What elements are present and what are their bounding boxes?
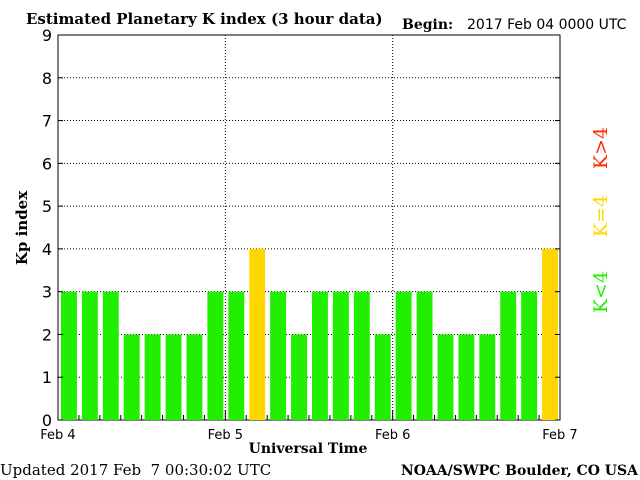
kp-bar [521, 291, 538, 420]
legend-high: K>4 [590, 127, 612, 169]
kp-bar [395, 291, 412, 420]
kp-bar [186, 334, 203, 420]
kp-bar [437, 334, 454, 420]
grid-lines [58, 35, 560, 420]
x-ticks: Feb 4 Feb 5 Feb 6 Feb 7 [40, 410, 578, 443]
y-axis-label: Kp index [13, 190, 31, 265]
kp-bar [123, 334, 140, 420]
kp-bar [81, 291, 98, 420]
y-tick-label: 5 [42, 197, 52, 216]
source-text: NOAA/SWPC Boulder, CO USA [401, 463, 639, 479]
y-ticks: 0 1 2 3 4 5 6 7 8 9 [42, 26, 560, 430]
kp-bar [291, 334, 307, 420]
chart-title: Estimated Planetary K index (3 hour data… [26, 10, 383, 28]
legend-low: K<4 [590, 271, 612, 313]
kp-bar [207, 291, 224, 420]
y-tick-label: 9 [42, 26, 52, 45]
plot-area: 0 1 2 3 4 5 6 7 8 9 Feb 4 Feb 5 Feb 6 Feb 7 [40, 26, 577, 443]
kp-bar [332, 291, 349, 420]
kp-bar [228, 291, 245, 420]
y-tick-label: 1 [42, 368, 52, 387]
x-tick-label: Feb 5 [208, 428, 243, 443]
y-tick-label: 8 [42, 69, 52, 88]
kp-bar [458, 334, 475, 420]
bars [61, 248, 558, 420]
x-tick-label: Feb 4 [40, 428, 75, 443]
y-tick-label: 6 [42, 154, 52, 173]
kp-bar [312, 291, 328, 420]
kp-bar [416, 291, 433, 420]
x-tick-label: Feb 7 [542, 428, 577, 443]
x-axis-label: Universal Time [249, 441, 368, 457]
kp-bar [249, 248, 266, 420]
kp-bar [374, 334, 391, 420]
y-tick-label: 3 [42, 283, 52, 302]
kp-bar [144, 334, 161, 420]
begin-label: Begin: [402, 17, 453, 33]
legend-mid: K=4 [590, 195, 612, 237]
kp-bar [353, 291, 370, 420]
updated-text: Updated 2017 Feb 7 00:30:02 UTC [0, 461, 271, 479]
y-tick-label: 7 [42, 112, 52, 131]
begin-value: 2017 Feb 04 0000 UTC [467, 17, 627, 33]
kp-bar [542, 248, 558, 420]
x-tick-label: Feb 6 [375, 428, 410, 443]
kp-bar [102, 291, 119, 420]
kp-bar [500, 291, 517, 420]
kp-bar [165, 334, 182, 420]
kp-bar [270, 291, 287, 420]
kp-bar [61, 291, 77, 420]
y-tick-label: 4 [42, 240, 52, 259]
kp-bar [479, 334, 496, 420]
y-tick-label: 2 [42, 325, 52, 344]
legend: K>4 K=4 K<4 [590, 127, 612, 313]
y-tick-label: 0 [42, 411, 52, 430]
plot-frame [57, 34, 561, 421]
